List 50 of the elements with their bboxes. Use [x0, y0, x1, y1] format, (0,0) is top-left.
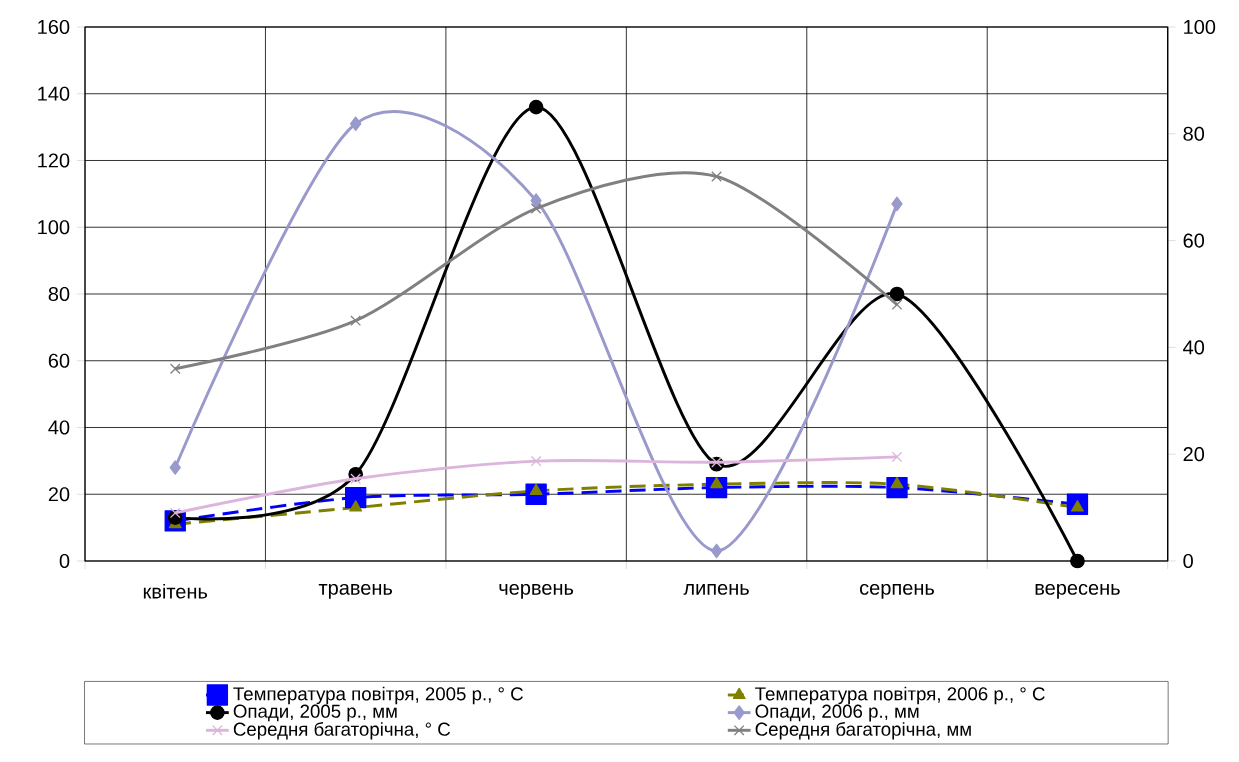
point [169, 363, 181, 375]
y-tick-label: 140 [38, 86, 70, 101]
legend-label: Опади, 2006 р., мм [755, 704, 919, 722]
point [528, 99, 544, 115]
point [530, 193, 542, 208]
point [530, 203, 542, 214]
y-tick-label: 60 [48, 353, 70, 368]
point [710, 476, 724, 489]
x-tick-label: червень [499, 583, 574, 599]
point [1070, 553, 1085, 569]
point [349, 500, 363, 512]
point [710, 543, 723, 559]
y-tick-label: 120 [38, 153, 70, 168]
y2-tick-label: 100 [1184, 19, 1216, 35]
point [169, 507, 181, 519]
point [891, 196, 903, 212]
legend-label: Температура повітря, 2006 р., ° C [755, 686, 1045, 705]
y-tick-label: 160 [38, 19, 70, 35]
point [711, 456, 722, 468]
point [1071, 500, 1084, 512]
legend-label: Температура повітря, 2005 р., ° C [233, 686, 523, 705]
y-tick-label: 40 [48, 420, 70, 435]
y-tick-label: 20 [48, 487, 70, 502]
y2-tick-label: 80 [1183, 126, 1205, 141]
point [890, 476, 904, 489]
point [169, 460, 181, 475]
y2-tick-label: 0 [1183, 553, 1193, 569]
y2-tick-label: 60 [1183, 233, 1205, 248]
point [891, 451, 903, 463]
x-tick-label: травень [318, 583, 393, 599]
x-tick-label: серпень [860, 583, 935, 599]
x-tick-label: квітень [143, 583, 208, 599]
point [889, 286, 905, 302]
x-tick-label: вересень [1035, 583, 1120, 599]
y-tick-label: 80 [48, 286, 70, 302]
legend-label: Середня багаторічна, мм [755, 721, 971, 740]
y-tick-label: 100 [38, 220, 70, 235]
x-tick-label: липень [683, 583, 749, 595]
y-tick-label: 0 [59, 553, 70, 569]
point [891, 299, 903, 311]
point [350, 116, 362, 132]
y2-tick-label: 20 [1183, 447, 1205, 462]
point [529, 483, 543, 495]
legend-label: Опади, 2005 р., мм [233, 704, 397, 722]
y2-tick-label: 40 [1183, 340, 1205, 355]
point [350, 315, 362, 327]
point [530, 455, 542, 467]
point [350, 473, 362, 485]
legend-label: Середня багаторічна, ° C [233, 721, 451, 740]
point [711, 171, 722, 182]
